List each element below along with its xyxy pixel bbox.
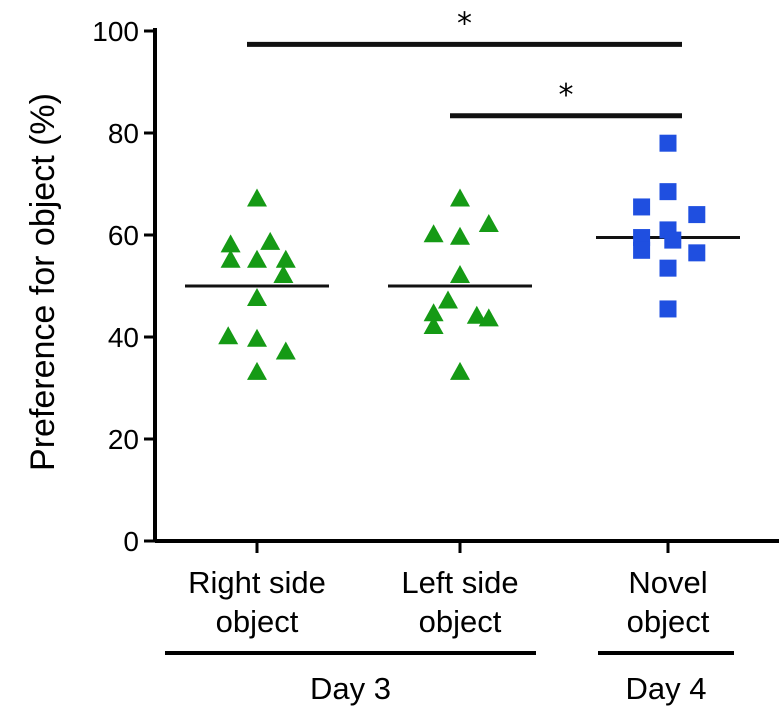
group-label: Day 3 (310, 671, 391, 706)
triangle-point (247, 287, 267, 306)
square-point (633, 241, 651, 259)
triangle-point (438, 290, 458, 309)
square-point (688, 244, 706, 262)
triangle-point (275, 341, 296, 360)
triangle-point (478, 214, 499, 232)
square-point (659, 259, 677, 277)
triangle-point (247, 328, 267, 347)
triangle-point (247, 249, 267, 268)
triangle-point (220, 249, 241, 268)
square-point (633, 198, 651, 216)
triangle-point (450, 265, 470, 283)
y-tick-label: 40 (108, 322, 139, 353)
y-tick-label: 80 (108, 118, 139, 149)
triangle-point (247, 361, 267, 380)
category-label-line1: Right side (188, 565, 326, 600)
axes: 0 20 40 60 80 100 (92, 16, 779, 557)
y-tick-label: 100 (92, 16, 139, 47)
category-labels: Right side object Left side object Novel obje… (165, 565, 734, 706)
y-tick-label: 60 (108, 220, 139, 251)
group-label: Day 4 (626, 671, 707, 706)
data-points (218, 134, 706, 380)
square-point (659, 300, 677, 318)
triangle-point (273, 265, 294, 283)
square-point (688, 206, 706, 224)
triangle-point (423, 303, 444, 322)
square-point (664, 231, 682, 249)
triangle-point (450, 226, 470, 245)
category-label-line2: object (627, 604, 710, 639)
category-label-line1: Left side (401, 565, 518, 600)
y-axis-title: Preference for object (%) (24, 93, 62, 471)
triangle-point (218, 326, 239, 345)
triangle-point (450, 361, 470, 380)
category-label-line2: object (419, 604, 502, 639)
triangle-point (247, 188, 267, 207)
triangle-point (423, 316, 444, 334)
square-point (659, 183, 677, 201)
category-label-line1: Novel (628, 565, 707, 600)
significance-star: * (559, 78, 574, 113)
y-tick-label: 0 (123, 526, 139, 557)
triangle-point (466, 305, 487, 324)
category-label-line2: object (216, 604, 299, 639)
triangle-point (260, 231, 281, 250)
significance-star: * (457, 6, 472, 41)
triangle-point (423, 224, 444, 243)
triangle-point (450, 188, 470, 207)
triangle-point (478, 308, 499, 327)
triangle-point (275, 249, 296, 268)
square-point (659, 134, 677, 152)
triangle-point (220, 234, 241, 253)
significance-bars: ** (247, 6, 682, 119)
y-tick-label: 20 (108, 424, 139, 455)
